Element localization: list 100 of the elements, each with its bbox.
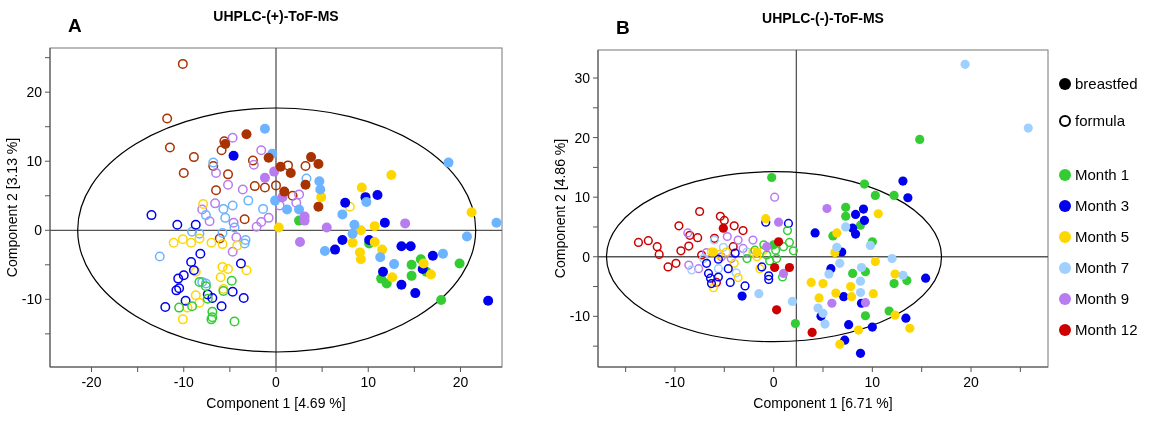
x-tick-label: 10 <box>360 374 377 390</box>
point <box>208 157 219 168</box>
point <box>820 319 830 329</box>
point <box>783 218 794 228</box>
point <box>443 157 454 168</box>
x-axis-title: Component 1 [6.71 %] <box>753 395 893 411</box>
x-tick-label: -10 <box>664 374 686 390</box>
point <box>855 276 866 286</box>
point <box>347 228 358 239</box>
point <box>361 196 372 207</box>
point <box>356 182 367 193</box>
point <box>204 216 215 227</box>
point <box>406 270 417 281</box>
chart-title: UHPLC-(-)-ToF-MS <box>762 10 884 26</box>
point <box>870 256 880 267</box>
y-axis-title: Component 2 [4.86 %] <box>552 138 568 279</box>
point <box>259 182 270 193</box>
point <box>903 193 913 203</box>
text: B <box>616 17 630 38</box>
point <box>865 240 875 251</box>
point <box>344 201 355 212</box>
point <box>728 242 738 252</box>
point <box>300 179 311 190</box>
point <box>437 248 448 259</box>
point <box>243 195 254 206</box>
legend-label: Month 3 <box>1075 197 1130 214</box>
point <box>740 281 750 291</box>
point <box>291 197 302 208</box>
point <box>730 248 740 258</box>
point <box>282 204 293 215</box>
point <box>844 320 854 330</box>
point <box>790 318 800 329</box>
point <box>248 159 259 170</box>
point <box>275 161 286 172</box>
point <box>294 189 305 200</box>
point <box>227 246 238 257</box>
point <box>269 166 280 177</box>
point <box>285 167 296 178</box>
legend-label: Month 9 <box>1075 290 1130 307</box>
point <box>748 235 758 245</box>
point <box>652 242 662 252</box>
point <box>921 273 931 283</box>
point <box>762 250 772 260</box>
point <box>347 237 358 248</box>
point <box>846 281 856 292</box>
point <box>737 291 747 301</box>
point <box>251 221 262 232</box>
y-axis-title: Component 2 [3.13 %] <box>4 137 20 278</box>
point <box>294 237 305 248</box>
point <box>372 190 383 201</box>
point <box>231 232 242 243</box>
point <box>190 219 201 230</box>
point <box>232 240 243 251</box>
point <box>835 258 845 268</box>
point <box>856 262 867 273</box>
point <box>223 169 234 180</box>
point <box>211 185 222 196</box>
point <box>164 142 175 153</box>
point <box>405 241 416 252</box>
point <box>274 200 285 211</box>
point <box>300 161 311 172</box>
chart-title: UHPLC-(+)-ToF-MS <box>213 8 339 24</box>
point <box>239 238 250 249</box>
point <box>663 262 673 272</box>
point <box>241 129 252 140</box>
point <box>375 252 386 263</box>
point <box>194 228 205 239</box>
point <box>855 287 866 298</box>
point <box>733 235 743 245</box>
point <box>773 237 784 247</box>
point <box>767 172 777 183</box>
point <box>858 204 869 214</box>
point <box>723 264 733 274</box>
point <box>676 246 686 256</box>
point <box>887 253 897 264</box>
point <box>216 301 227 312</box>
point <box>282 160 293 171</box>
point <box>172 219 183 230</box>
point <box>208 161 219 172</box>
point <box>227 286 238 297</box>
point <box>835 339 845 349</box>
point <box>214 233 225 244</box>
point <box>263 152 274 163</box>
point <box>822 203 832 214</box>
point <box>890 269 900 279</box>
point <box>905 323 915 333</box>
point <box>197 204 208 215</box>
point <box>186 257 197 268</box>
x-tick-label: 20 <box>963 374 980 390</box>
point <box>406 259 417 270</box>
point <box>173 273 184 284</box>
point <box>378 266 388 277</box>
point <box>425 269 436 280</box>
point <box>259 172 270 183</box>
point <box>369 237 380 248</box>
point <box>706 278 717 289</box>
point <box>314 176 325 187</box>
point <box>824 269 834 279</box>
point <box>754 289 764 299</box>
point <box>729 221 739 231</box>
